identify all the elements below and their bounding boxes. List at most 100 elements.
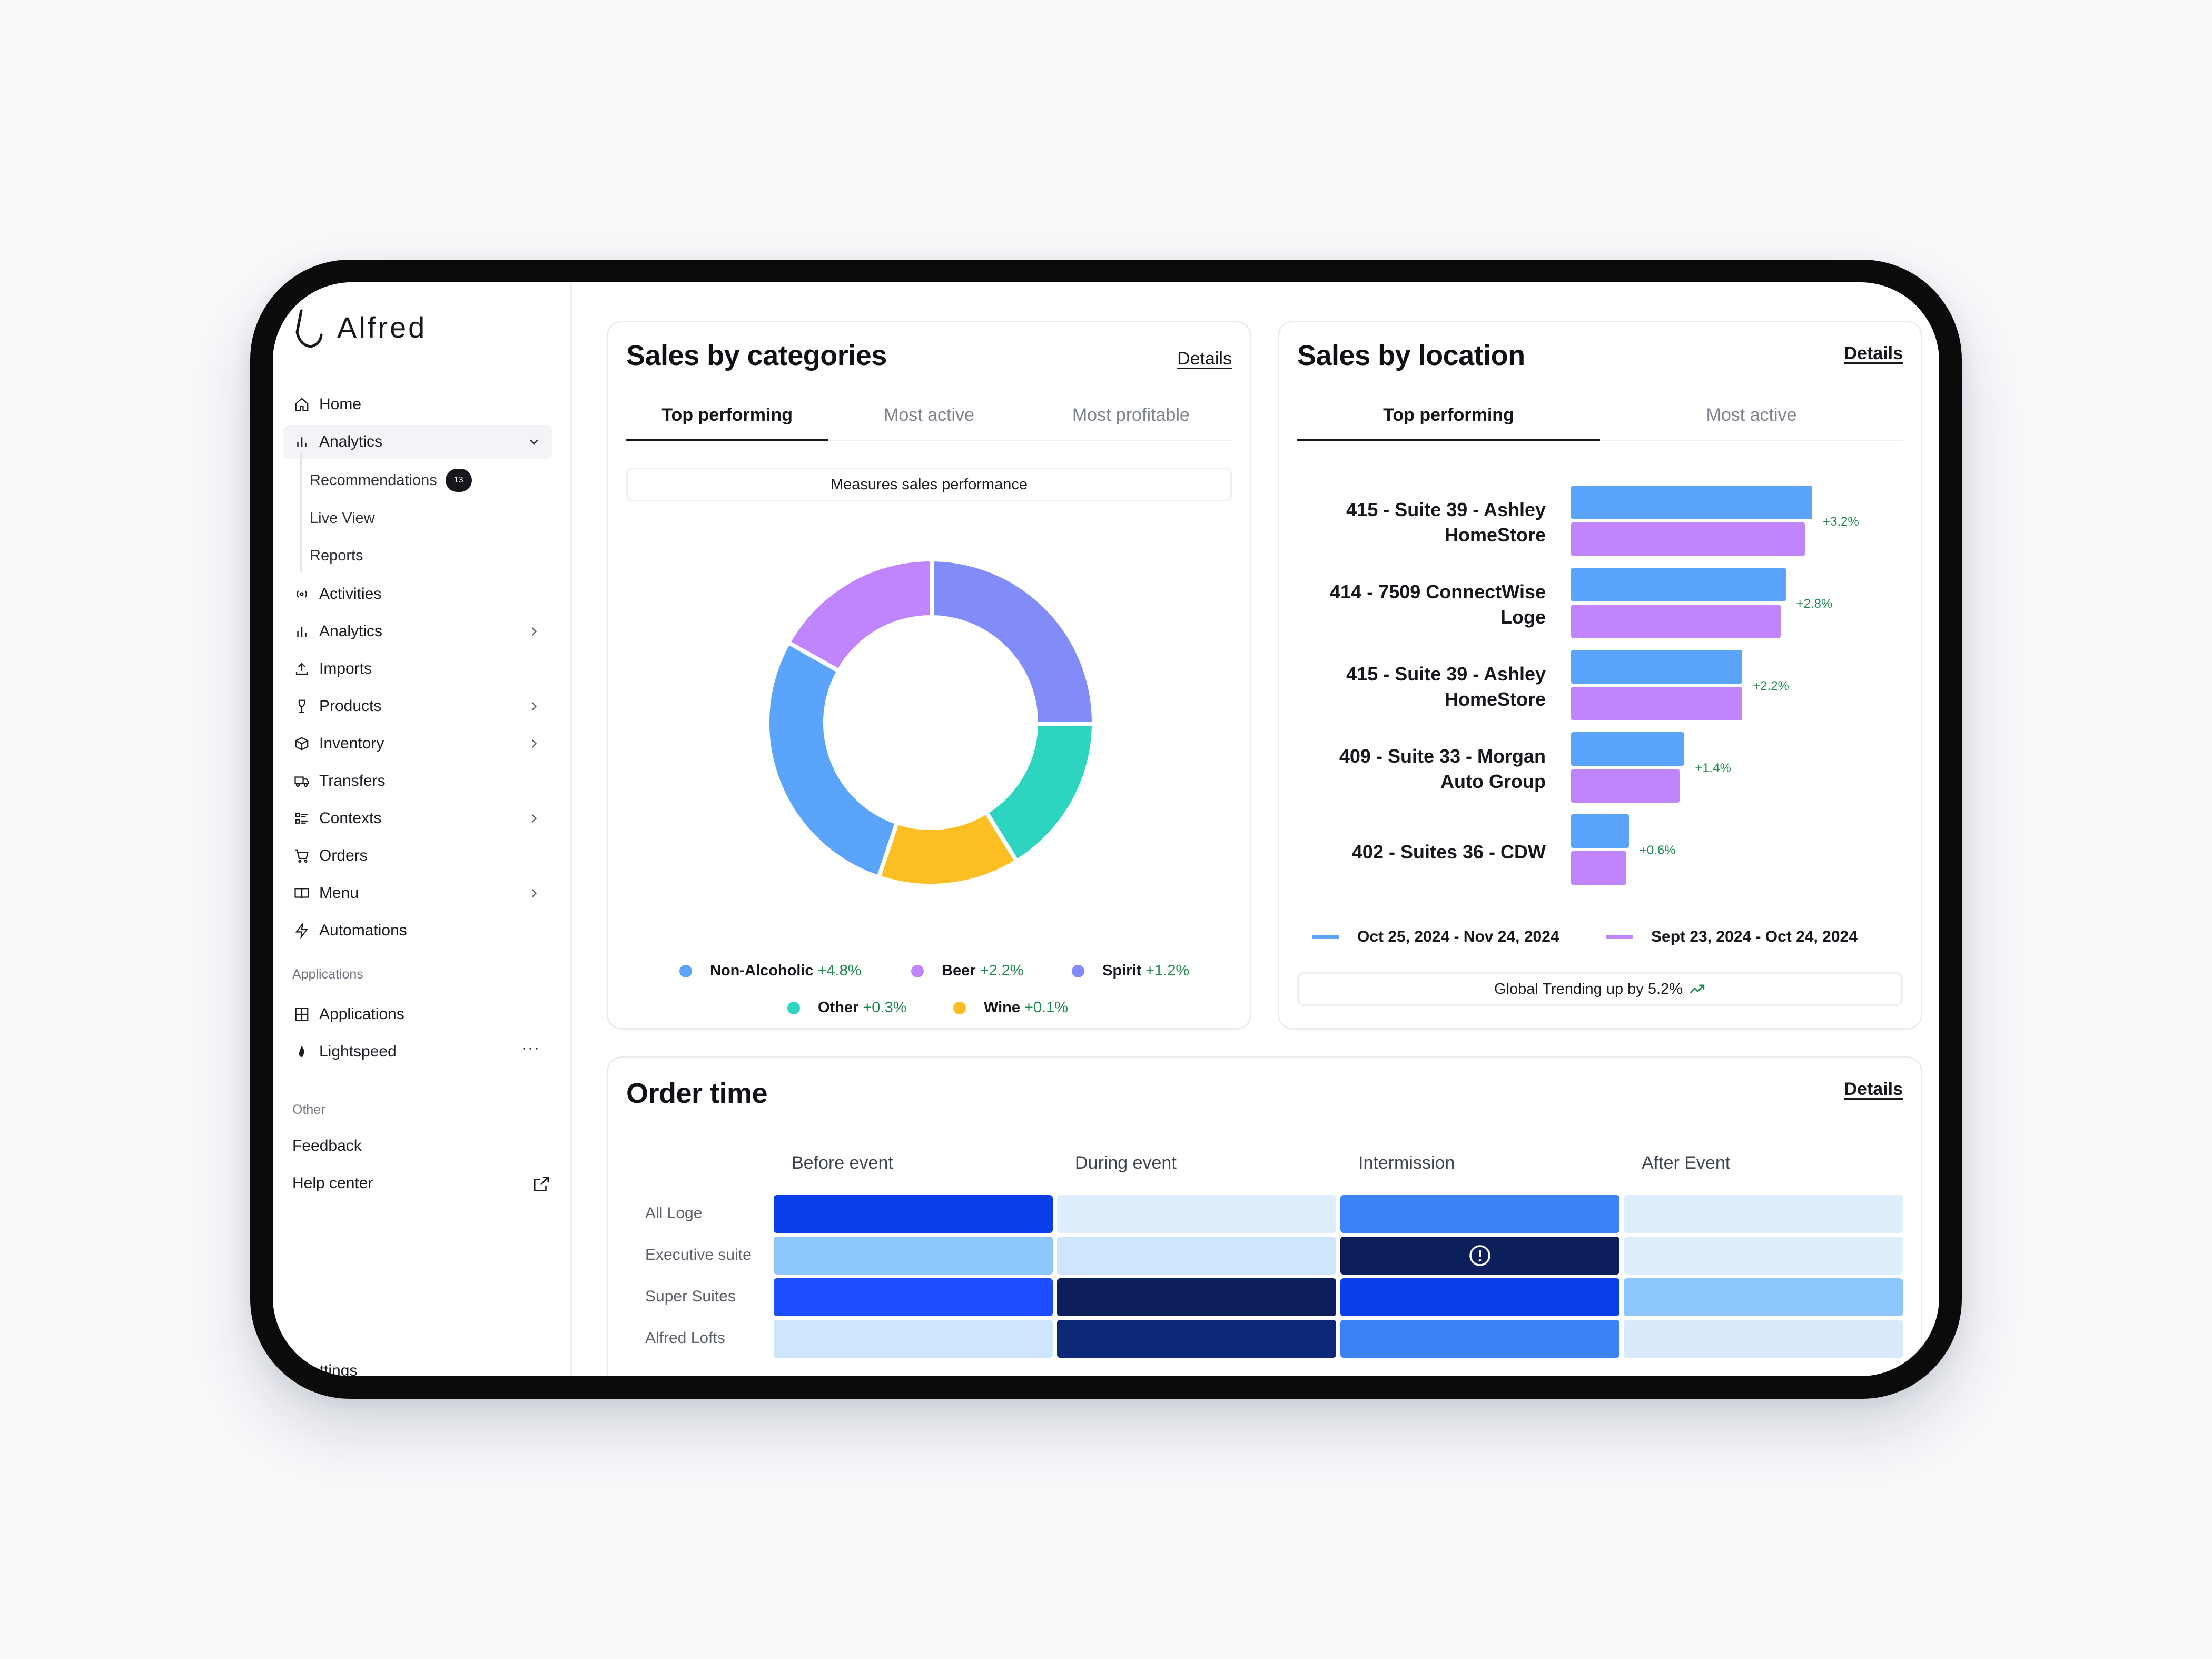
heatmap-cell[interactable] bbox=[774, 1320, 1053, 1358]
notification-badge: 13 bbox=[445, 469, 472, 492]
location-delta: +1.4% bbox=[1695, 761, 1731, 775]
legend-dot bbox=[1072, 964, 1084, 977]
legend-item-beer: Beer +2.2% bbox=[911, 962, 1024, 980]
heatmap-cell[interactable] bbox=[1057, 1195, 1336, 1233]
sidebar-item-label: Contexts bbox=[319, 809, 382, 827]
chevron-right-icon bbox=[531, 889, 537, 897]
sidebar-item-orders[interactable]: Orders bbox=[283, 839, 552, 873]
sidebar-item-label: Lightspeed bbox=[319, 1043, 397, 1060]
donut-slice-spirit[interactable] bbox=[929, 557, 1096, 727]
card-title: Sales by location bbox=[1297, 340, 1525, 371]
measures-pill: Measures sales performance bbox=[626, 468, 1232, 501]
location-bar-previous[interactable] bbox=[1571, 522, 1805, 556]
sidebar-item-analytics[interactable]: Analytics bbox=[283, 425, 552, 459]
sidebar-item-label: Activities bbox=[319, 585, 382, 603]
sidebar-item-applications[interactable]: Applications bbox=[283, 998, 552, 1031]
sidebar-item-help-center[interactable]: Help center bbox=[292, 1168, 550, 1199]
legend-dot bbox=[953, 1001, 966, 1014]
legend-item-series-2: Sept 23, 2024 - Oct 24, 2024 bbox=[1606, 928, 1858, 946]
sidebar-item-automations[interactable]: Automations bbox=[283, 914, 552, 947]
location-delta: +3.2% bbox=[1823, 515, 1859, 529]
sidebar-item-transfers[interactable]: Transfers bbox=[283, 764, 552, 798]
heatmap-cell[interactable] bbox=[1340, 1195, 1619, 1233]
tab-top-performing[interactable]: Top performing bbox=[1297, 391, 1600, 441]
sidebar-subitem-label: Recommendations bbox=[310, 471, 437, 489]
heatmap-cell[interactable] bbox=[1340, 1237, 1619, 1275]
location-bar-previous[interactable] bbox=[1571, 769, 1680, 803]
sidebar-item-imports[interactable]: Imports bbox=[283, 652, 552, 686]
sidebar-item-label: Analytics bbox=[319, 623, 383, 640]
location-bar-previous[interactable] bbox=[1571, 851, 1627, 885]
sidebar-subitem-reports[interactable]: Reports bbox=[310, 547, 363, 564]
more-options-icon[interactable]: ··· bbox=[521, 1039, 540, 1056]
location-bar-current[interactable] bbox=[1571, 732, 1685, 766]
heatmap-cell[interactable] bbox=[1624, 1195, 1903, 1233]
donut-slice-beer[interactable] bbox=[785, 557, 935, 674]
home-icon bbox=[293, 396, 311, 413]
sidebar-item-inventory[interactable]: Inventory bbox=[283, 727, 552, 761]
legend-label: Wine bbox=[984, 999, 1021, 1016]
location-label: 414 - 7509 ConnectWise Loge bbox=[1330, 581, 1546, 628]
sidebar-subitem-live-view[interactable]: Live View bbox=[310, 509, 375, 527]
chevron-right-icon bbox=[531, 627, 537, 636]
sidebar-item-lightspeed[interactable]: Lightspeed ··· bbox=[283, 1035, 552, 1069]
location-bar-chart: 415 - Suite 39 - Ashley HomeStore +3.2% 41… bbox=[1279, 480, 1924, 902]
location-bar-previous[interactable] bbox=[1571, 605, 1781, 638]
sidebar-item-settings[interactable]: Settings bbox=[300, 1362, 358, 1376]
trend-text: Global Trending up by 5.2% bbox=[1494, 980, 1683, 998]
heatmap-cell[interactable] bbox=[1057, 1320, 1336, 1358]
heatmap-cell[interactable] bbox=[1057, 1237, 1336, 1275]
brand-logo[interactable]: Alfred bbox=[290, 298, 427, 356]
heatmap-row-alfred-lofts: Alfred Lofts bbox=[645, 1329, 725, 1347]
sidebar-item-label: Analytics bbox=[319, 433, 383, 450]
heatmap-cell[interactable] bbox=[1624, 1278, 1903, 1316]
alert-icon[interactable] bbox=[1467, 1243, 1493, 1268]
legend-delta: +0.3% bbox=[863, 999, 907, 1016]
donut-slice-non-alcoholic[interactable] bbox=[765, 639, 900, 880]
heatmap-column-during-event: During event bbox=[1075, 1153, 1177, 1173]
legend-label: Other bbox=[818, 999, 859, 1016]
grid-icon bbox=[293, 1005, 311, 1023]
location-delta: +2.8% bbox=[1796, 597, 1833, 611]
tab-most-active[interactable]: Most active bbox=[1706, 405, 1797, 425]
location-bar-current[interactable] bbox=[1571, 814, 1629, 848]
details-link[interactable]: Details bbox=[1844, 343, 1903, 363]
heatmap-cell[interactable] bbox=[774, 1278, 1053, 1316]
heatmap-cell[interactable] bbox=[774, 1237, 1053, 1275]
legend-delta: +0.1% bbox=[1024, 999, 1069, 1016]
sidebar: Alfred Home Analytics Recommendations 13… bbox=[273, 282, 572, 1376]
brand-name: Alfred bbox=[337, 310, 427, 344]
flame-icon bbox=[293, 1043, 311, 1061]
sidebar-subitem-recommendations[interactable]: Recommendations 13 bbox=[310, 465, 472, 496]
sidebar-item-home[interactable]: Home bbox=[283, 388, 552, 421]
heatmap-cell[interactable] bbox=[1057, 1278, 1336, 1316]
location-bar-current[interactable] bbox=[1571, 486, 1812, 519]
legend-item-non-alcoholic: Non-Alcoholic +4.8% bbox=[679, 962, 862, 980]
location-bar-previous[interactable] bbox=[1571, 687, 1743, 720]
legend-dot bbox=[911, 964, 924, 977]
heatmap-cell[interactable] bbox=[1624, 1237, 1903, 1275]
chevron-right-icon bbox=[531, 702, 537, 710]
heatmap-cell[interactable] bbox=[1340, 1278, 1619, 1316]
location-bar-current[interactable] bbox=[1571, 650, 1743, 684]
submenu-guide-line bbox=[300, 453, 302, 572]
legend-dot bbox=[679, 964, 692, 977]
heatmap-cell[interactable] bbox=[774, 1195, 1053, 1233]
location-bar-current[interactable] bbox=[1571, 568, 1786, 601]
details-link[interactable]: Details bbox=[1844, 1079, 1903, 1099]
details-link[interactable]: Details bbox=[1177, 349, 1232, 369]
legend-swatch bbox=[1606, 935, 1633, 939]
tab-top-performing[interactable]: Top performing bbox=[626, 391, 828, 441]
sidebar-item-feedback[interactable]: Feedback bbox=[292, 1137, 362, 1154]
legend-delta: +4.8% bbox=[817, 962, 862, 979]
tab-most-active[interactable]: Most active bbox=[884, 405, 974, 425]
sidebar-item-label: Orders bbox=[319, 847, 368, 864]
sidebar-item-analytics-2[interactable]: Analytics bbox=[283, 615, 552, 648]
heatmap-cell[interactable] bbox=[1340, 1320, 1619, 1358]
sidebar-item-products[interactable]: Products bbox=[283, 689, 552, 723]
tab-most-profitable[interactable]: Most profitable bbox=[1072, 405, 1190, 425]
sidebar-item-activities[interactable]: Activities bbox=[283, 577, 552, 611]
sidebar-item-menu[interactable]: Menu bbox=[283, 876, 552, 910]
heatmap-cell[interactable] bbox=[1624, 1320, 1903, 1358]
sidebar-item-contexts[interactable]: Contexts bbox=[283, 802, 552, 835]
